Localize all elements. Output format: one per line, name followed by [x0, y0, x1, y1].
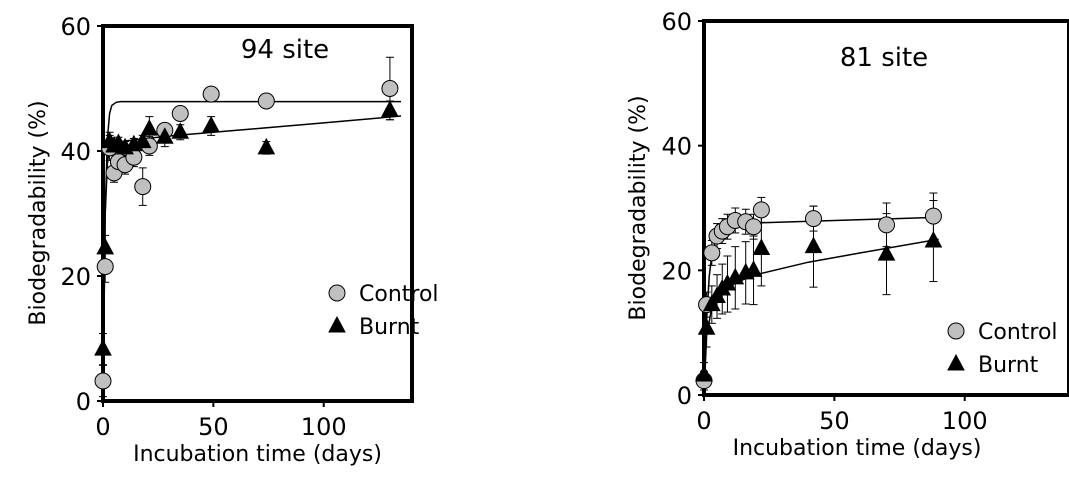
- chart-title: 94 site: [241, 35, 329, 65]
- data-point-burnt: [702, 294, 721, 312]
- y-tick-label: 60: [661, 8, 692, 36]
- data-point-burnt: [140, 119, 159, 136]
- legend-marker-control: [947, 322, 965, 340]
- data-point-burnt: [155, 127, 174, 144]
- data-point-control: [94, 372, 112, 390]
- data-point-burnt: [804, 236, 823, 254]
- fit-line-burnt: [102, 115, 402, 402]
- data-point-control: [752, 201, 770, 219]
- data-point-burnt: [697, 318, 716, 335]
- data-point-control: [703, 244, 721, 262]
- x-tick-label: 100: [942, 407, 988, 435]
- data-point-control: [878, 216, 895, 234]
- x-tick-label: 0: [95, 413, 110, 441]
- data-point-burnt: [94, 339, 112, 356]
- x-axis-label: Incubation time (days): [133, 442, 382, 467]
- data-point-control: [202, 85, 220, 103]
- data-point-burnt: [257, 137, 276, 155]
- y-tick-label: 0: [76, 388, 91, 416]
- data-point-control: [381, 80, 399, 97]
- y-axis-label: Biodegradability (%): [626, 95, 651, 320]
- x-tick-label: 100: [301, 413, 347, 441]
- chart-title: 81 site: [840, 43, 928, 73]
- legend-label-control: Control: [978, 320, 1058, 345]
- data-point-burnt: [695, 364, 713, 382]
- legend-marker-burnt: [328, 315, 346, 333]
- y-tick-label: 0: [677, 382, 692, 410]
- data-point-control: [171, 105, 189, 122]
- x-tick-label: 50: [819, 407, 850, 435]
- x-axis-label: Incubation time (days): [733, 436, 982, 461]
- data-point-burnt: [202, 115, 220, 133]
- data-point-control: [134, 178, 152, 196]
- legend-label-burnt: Burnt: [978, 353, 1039, 378]
- legend-label-control: Control: [359, 282, 439, 307]
- data-point-burnt: [96, 237, 115, 255]
- data-point-burnt: [877, 244, 896, 261]
- data-point-burnt: [381, 100, 399, 117]
- y-tick-label: 60: [60, 13, 91, 41]
- x-tick-label: 50: [198, 413, 229, 441]
- data-point-control: [96, 258, 114, 276]
- data-point-burnt: [752, 238, 771, 256]
- y-tick-label: 20: [60, 263, 91, 291]
- data-point-control: [745, 218, 763, 236]
- legend-marker-burnt: [947, 353, 965, 371]
- data-point-burnt: [744, 260, 763, 277]
- y-axis-label: Biodegradability (%): [26, 100, 51, 325]
- legend-marker-control: [328, 284, 346, 302]
- x-tick-label: 0: [696, 407, 711, 435]
- data-point-control: [257, 92, 275, 110]
- data-point-burnt: [133, 131, 152, 149]
- y-tick-label: 40: [661, 133, 692, 161]
- y-tick-label: 20: [661, 257, 692, 285]
- data-point-control: [805, 210, 822, 228]
- legend-label-burnt: Burnt: [359, 315, 420, 340]
- plot-frame: [101, 24, 414, 403]
- plot-frame: [702, 19, 1069, 397]
- data-point-burnt: [924, 230, 943, 248]
- fit-line-burnt: [703, 238, 939, 396]
- data-point-burnt: [171, 122, 190, 139]
- fit-line-control: [703, 216, 939, 396]
- data-point-control: [924, 207, 942, 225]
- y-tick-label: 40: [60, 138, 91, 166]
